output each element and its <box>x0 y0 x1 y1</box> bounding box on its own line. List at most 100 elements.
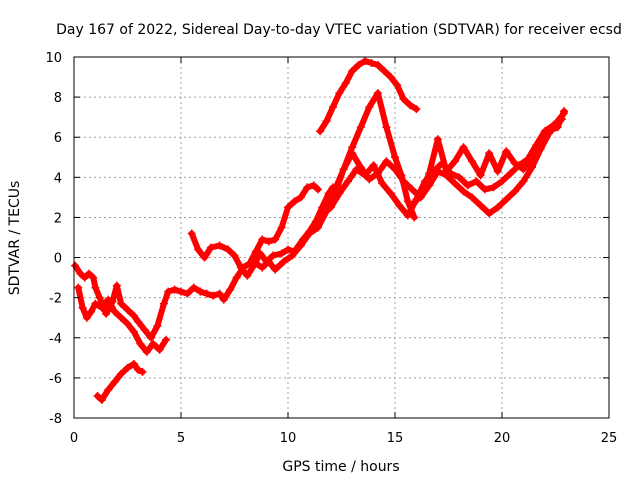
x-tick-label: 10 <box>280 431 297 446</box>
y-tick-label: 10 <box>45 51 62 66</box>
data-point <box>382 157 391 166</box>
data-point <box>326 203 335 212</box>
data-point <box>258 263 267 272</box>
data-point <box>485 209 494 218</box>
data-point <box>129 327 138 336</box>
grid <box>74 57 609 418</box>
series-track-1 <box>71 181 322 342</box>
data-point <box>433 167 442 176</box>
data-point <box>159 299 168 308</box>
data-point <box>378 179 387 188</box>
data-point <box>343 177 352 186</box>
data-point <box>224 245 233 254</box>
data-point <box>93 391 102 400</box>
data-point <box>117 313 126 322</box>
data-point <box>187 229 196 238</box>
data-point <box>134 317 143 326</box>
data-point <box>380 67 389 76</box>
series-track-2 <box>74 283 171 356</box>
data-point <box>373 89 382 98</box>
data-point <box>468 157 477 166</box>
data-point <box>536 135 545 144</box>
data-point <box>97 395 106 404</box>
data-point <box>313 185 322 194</box>
data-point <box>502 195 511 204</box>
data-point <box>408 201 417 210</box>
data-point <box>112 281 121 290</box>
data-point <box>433 135 442 144</box>
data-point <box>164 287 173 296</box>
data-point <box>403 197 412 206</box>
data-point <box>493 167 502 176</box>
data-point <box>200 253 209 262</box>
data-point <box>149 339 158 348</box>
data-point <box>519 177 528 186</box>
data-point <box>258 235 267 244</box>
data-point <box>162 335 171 344</box>
data-point <box>322 207 331 216</box>
data-point <box>498 177 506 186</box>
data-point <box>365 103 374 112</box>
data-point <box>519 165 528 174</box>
data-point <box>226 285 235 294</box>
data-point <box>269 251 278 260</box>
data-point <box>177 287 185 296</box>
data-point <box>391 165 399 174</box>
x-tick-label: 5 <box>177 431 185 446</box>
axis-ticks: 0 5 10 15 20 25 -8 -6 -4 -2 0 2 4 6 8 10 <box>45 51 617 446</box>
data-point <box>136 339 145 348</box>
data-point <box>290 197 299 206</box>
data-point <box>442 167 451 176</box>
y-tick-label: -4 <box>49 332 62 347</box>
data-point <box>104 385 113 394</box>
series-line <box>332 110 568 217</box>
y-tick-label: 8 <box>54 91 62 106</box>
data-point <box>209 291 218 300</box>
series-track-9 <box>408 107 569 210</box>
data-point <box>305 229 314 238</box>
data-point <box>395 201 404 210</box>
data-point <box>502 147 511 156</box>
data-point <box>322 117 331 126</box>
data-point <box>142 347 151 356</box>
data-point <box>455 173 464 182</box>
data-point <box>284 203 292 212</box>
data-point <box>412 105 421 114</box>
x-tick-label: 15 <box>387 431 404 446</box>
data-point <box>80 273 89 282</box>
data-point <box>354 61 363 70</box>
data-point <box>365 175 374 184</box>
data-point <box>367 59 376 68</box>
y-tick-label: -8 <box>49 412 62 427</box>
data-point <box>416 191 425 200</box>
data-point <box>279 257 288 266</box>
data-point <box>472 177 481 186</box>
data-point <box>506 169 515 178</box>
data-point <box>271 235 280 244</box>
data-point <box>393 81 402 90</box>
data-point <box>123 363 132 372</box>
data-point <box>155 345 164 354</box>
data-point <box>194 245 203 254</box>
data-point <box>153 321 162 330</box>
data-point <box>71 261 80 270</box>
data-point <box>271 265 280 274</box>
x-tick-label: 20 <box>494 431 511 446</box>
data-point <box>219 295 228 304</box>
data-point <box>147 333 156 342</box>
data-point <box>356 123 365 132</box>
data-point <box>459 187 468 196</box>
chart-title: Day 167 of 2022, Sidereal Day-to-day VTE… <box>56 22 622 38</box>
data-point <box>215 289 224 298</box>
series-track-3 <box>93 359 147 404</box>
data-point <box>288 251 297 260</box>
data-point <box>243 271 252 280</box>
y-tick-label: -2 <box>49 292 62 307</box>
data-point <box>76 269 85 278</box>
data-point <box>553 123 562 132</box>
data-point <box>277 249 286 258</box>
data-point <box>82 313 91 322</box>
data-point <box>361 57 370 66</box>
data-point <box>264 237 273 246</box>
